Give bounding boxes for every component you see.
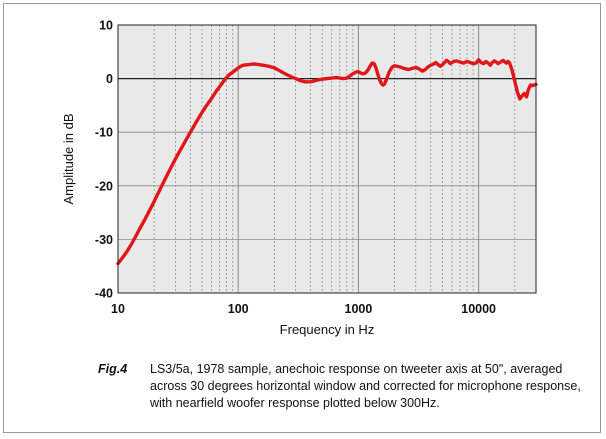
figure-label: Fig.4 [98, 362, 128, 376]
x-axis-title: Frequency in Hz [280, 322, 375, 337]
y-tick-label: 0 [106, 72, 113, 86]
x-tick-label: 100 [228, 302, 249, 316]
y-tick-label: -40 [95, 287, 113, 301]
y-axis-title: Amplitude in dB [61, 113, 76, 204]
x-tick-label: 1000 [345, 302, 373, 316]
x-tick-label: 10 [111, 302, 125, 316]
y-tick-label: -30 [95, 233, 113, 247]
y-tick-label: -20 [95, 179, 113, 193]
plot-border [117, 24, 537, 294]
plot-area [117, 24, 537, 294]
x-tick-label: 10000 [461, 302, 496, 316]
y-tick-label: -10 [95, 126, 113, 140]
caption-text: LS3/5a, 1978 sample, anechoic response o… [150, 362, 581, 410]
y-tick-label: 10 [99, 19, 113, 33]
response-curve [116, 58, 538, 266]
